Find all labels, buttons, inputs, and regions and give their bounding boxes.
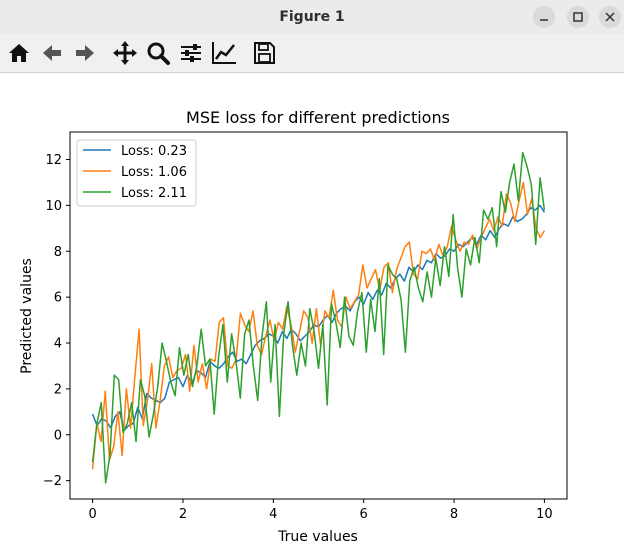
- forward-button[interactable]: [70, 38, 100, 68]
- x-tick-label: 10: [536, 507, 553, 522]
- y-tick-label: 10: [45, 199, 62, 214]
- home-button[interactable]: [4, 38, 34, 68]
- x-axis-label: True values: [277, 529, 358, 545]
- home-icon: [9, 44, 29, 62]
- pan-icon: [113, 41, 137, 65]
- x-axis: 0 2 4 6 8 10: [88, 499, 553, 522]
- axes-frame: [69, 131, 568, 500]
- window-title: Figure 1: [279, 9, 345, 25]
- legend-box: [76, 139, 197, 207]
- zoom-icon: [147, 42, 170, 65]
- window-titlebar: Figure 1: [0, 0, 624, 34]
- y-tick-label: 2: [54, 382, 62, 397]
- x-tick-label: 6: [360, 507, 368, 522]
- maximize-icon: [573, 12, 583, 22]
- x-tick-label: 8: [450, 507, 458, 522]
- y-tick-label: 0: [54, 428, 62, 443]
- chart-title: MSE loss for different predictions: [186, 108, 450, 127]
- legend: Loss: 0.23 Loss: 1.06 Loss: 2.11: [76, 139, 197, 207]
- close-icon: [605, 12, 615, 22]
- back-arrow-icon: [43, 45, 61, 61]
- x-tick-label: 0: [88, 507, 96, 522]
- x-tick-label: 4: [269, 507, 277, 522]
- y-tick-label: 4: [54, 337, 62, 352]
- series-line-2: [91, 151, 546, 484]
- y-tick-label: 6: [54, 291, 62, 306]
- save-button[interactable]: [249, 38, 279, 68]
- zoom-button[interactable]: [143, 38, 173, 68]
- figure-canvas: MSE loss for different predictions 0 2 4 6 8…: [19, 108, 568, 545]
- back-button[interactable]: [37, 38, 67, 68]
- subplots-icon: [181, 44, 201, 62]
- y-tick-label: 8: [54, 245, 62, 260]
- minimize-button[interactable]: [533, 6, 555, 28]
- legend-label: Loss: 0.23: [121, 144, 187, 159]
- pan-button[interactable]: [110, 38, 140, 68]
- y-axis-label: Predicted values: [19, 258, 35, 374]
- close-button[interactable]: [599, 6, 621, 28]
- edit-axes-button[interactable]: [209, 38, 239, 68]
- minimize-icon: [540, 19, 548, 21]
- subplots-button[interactable]: [176, 38, 206, 68]
- plot-area: [91, 151, 546, 484]
- legend-label: Loss: 2.11: [121, 186, 187, 201]
- y-axis: −2 0 2 4 6 8 10 12: [43, 153, 70, 489]
- y-tick-label: 12: [45, 153, 62, 168]
- legend-label: Loss: 1.06: [121, 165, 187, 180]
- x-tick-label: 2: [179, 507, 187, 522]
- series-line-1: [91, 181, 546, 470]
- maximize-button[interactable]: [567, 6, 589, 28]
- save-icon: [254, 42, 275, 64]
- navigation-toolbar: [0, 34, 624, 73]
- edit-axes-icon: [212, 42, 236, 64]
- forward-arrow-icon: [76, 45, 94, 61]
- y-tick-label: −2: [43, 474, 62, 489]
